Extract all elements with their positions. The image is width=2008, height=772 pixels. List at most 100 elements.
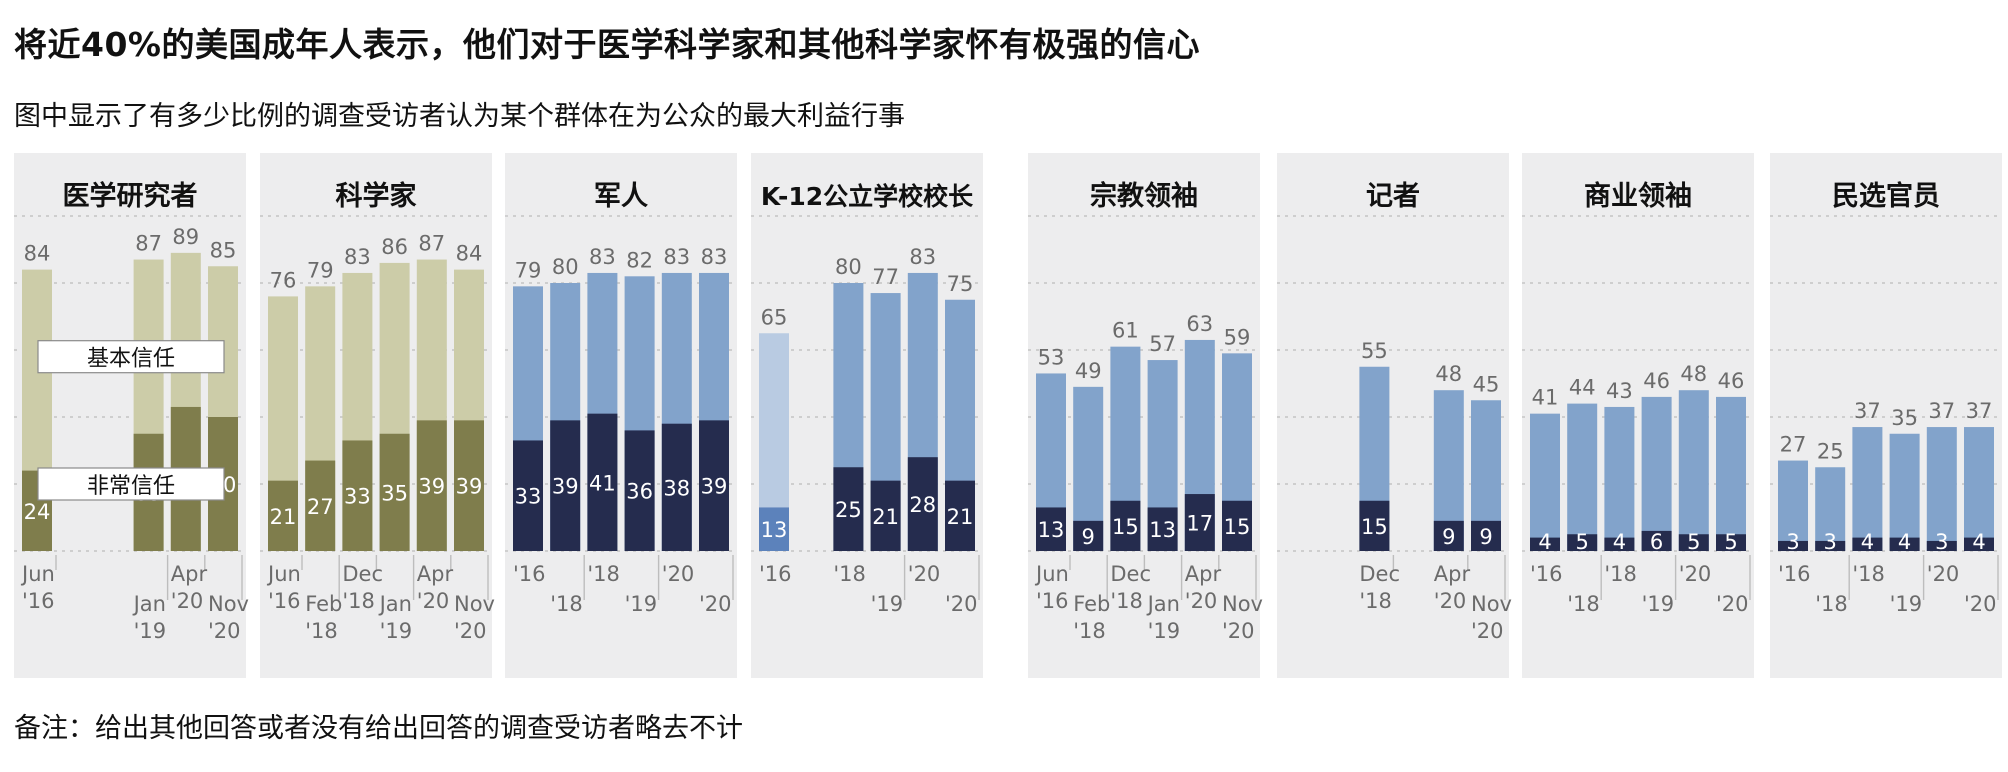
bar-total bbox=[1926, 427, 1957, 551]
bar-strong-trust bbox=[1926, 540, 1957, 551]
data-label-strong: 39 bbox=[418, 475, 445, 499]
x-tick-label: Jan bbox=[1146, 592, 1180, 616]
bar-strong-trust bbox=[1110, 500, 1141, 551]
bar-strong-trust bbox=[268, 480, 298, 551]
bar-total bbox=[1604, 406, 1635, 551]
data-label-total: 63 bbox=[1186, 312, 1213, 336]
data-label-total: 44 bbox=[1569, 376, 1596, 400]
chart-note: 备注：给出其他回答或者没有给出回答的调查受访者略去不计 bbox=[14, 713, 743, 744]
x-tick-label: Jan bbox=[132, 592, 166, 616]
data-label-total: 37 bbox=[1928, 399, 1955, 423]
x-tick-label: '20 bbox=[1716, 592, 1749, 616]
x-tick-label: '20 bbox=[208, 619, 241, 643]
data-label-strong: 38 bbox=[663, 476, 690, 500]
bar-strong-trust bbox=[1604, 537, 1635, 551]
panel-title: 军人 bbox=[594, 181, 648, 212]
x-tick-label: '18 bbox=[1073, 619, 1106, 643]
x-tick-label: Nov bbox=[1222, 592, 1263, 616]
bar-strong-trust bbox=[1073, 520, 1104, 551]
x-tick-label: Jun bbox=[266, 562, 301, 586]
x-tick-label: '20 bbox=[171, 589, 204, 613]
bar-strong-trust bbox=[1678, 534, 1709, 551]
bar-strong-trust bbox=[1889, 537, 1920, 551]
data-label-strong: 39 bbox=[701, 475, 728, 499]
legend-box bbox=[37, 467, 225, 501]
bar-strong-trust bbox=[379, 433, 410, 551]
x-tick-label: '20 bbox=[1434, 589, 1467, 613]
data-label-strong: 35 bbox=[381, 481, 408, 505]
data-label-strong: 21 bbox=[947, 505, 974, 529]
data-label-total: 27 bbox=[1780, 433, 1807, 457]
x-tick-label: Nov bbox=[1471, 592, 1512, 616]
data-label-strong: 27 bbox=[307, 495, 334, 519]
bar-strong-trust bbox=[1359, 500, 1390, 551]
x-tick-label: '19 bbox=[1890, 592, 1923, 616]
x-tick-label: Nov bbox=[454, 592, 495, 616]
data-label-strong: 3 bbox=[1935, 530, 1948, 554]
panel-title: 商业领袖 bbox=[1584, 181, 1692, 212]
data-label-strong: 17 bbox=[1186, 512, 1213, 536]
panel-background bbox=[1522, 153, 1754, 678]
panel-background bbox=[14, 153, 246, 678]
bar-total bbox=[1716, 396, 1746, 551]
bar-strong-trust bbox=[305, 460, 336, 551]
x-tick-label: '18 bbox=[1110, 589, 1143, 613]
x-tick-label: '20 bbox=[1964, 592, 1997, 616]
data-label-total: 46 bbox=[1643, 369, 1670, 393]
data-label-strong: 15 bbox=[1224, 515, 1251, 539]
data-label-strong: 3 bbox=[1824, 530, 1837, 554]
data-label-strong: 5 bbox=[1724, 530, 1737, 554]
x-tick-label: '16 bbox=[513, 562, 546, 586]
x-tick-label: '18 bbox=[1815, 592, 1848, 616]
bar-strong-trust bbox=[699, 420, 729, 551]
x-tick-label: '18 bbox=[833, 562, 866, 586]
panel-title: 记者 bbox=[1366, 181, 1420, 212]
data-label-strong: 15 bbox=[1112, 515, 1139, 539]
data-label-total: 80 bbox=[835, 255, 862, 279]
x-tick-label: '20 bbox=[454, 619, 487, 643]
data-label-strong: 4 bbox=[1613, 530, 1626, 554]
legend-label-basic-trust: 基本信任 bbox=[87, 347, 175, 372]
data-label-strong: 4 bbox=[1538, 530, 1551, 554]
panel-title: 科学家 bbox=[336, 180, 417, 212]
data-label-total: 61 bbox=[1112, 319, 1139, 343]
x-tick-label: '19 bbox=[625, 592, 658, 616]
data-label-total: 25 bbox=[1817, 439, 1844, 463]
data-label-total: 79 bbox=[307, 258, 334, 282]
data-label-total: 84 bbox=[24, 242, 51, 266]
bar-strong-trust bbox=[416, 420, 447, 551]
data-label-strong: 4 bbox=[1861, 530, 1874, 554]
x-tick-label: '18 bbox=[1359, 589, 1392, 613]
data-label-strong: 33 bbox=[515, 485, 542, 509]
bar-total bbox=[1678, 390, 1709, 551]
bar-strong-trust bbox=[1433, 520, 1464, 551]
data-label-strong: 13 bbox=[1038, 518, 1065, 542]
bar-strong-trust bbox=[1530, 537, 1560, 551]
data-label-total: 41 bbox=[1532, 386, 1559, 410]
bar-strong-trust bbox=[661, 423, 692, 551]
data-label-strong: 21 bbox=[270, 505, 297, 529]
bar-strong-trust bbox=[587, 413, 618, 551]
x-tick-label: Nov bbox=[208, 592, 249, 616]
data-label-strong: 5 bbox=[1576, 530, 1589, 554]
x-tick-label: '16 bbox=[22, 589, 55, 613]
x-tick-label: Feb bbox=[305, 592, 342, 616]
bar-strong-trust bbox=[870, 480, 901, 551]
panel-background bbox=[751, 153, 983, 678]
x-tick-label: '19 bbox=[871, 592, 904, 616]
x-tick-label: '18 bbox=[305, 619, 338, 643]
data-label-total: 75 bbox=[947, 272, 974, 296]
bar-strong-trust bbox=[1036, 507, 1066, 551]
bar-total bbox=[1778, 460, 1808, 551]
data-label-total: 83 bbox=[589, 245, 616, 269]
bar-strong-trust bbox=[1184, 494, 1215, 551]
x-tick-label: Dec bbox=[1110, 562, 1151, 586]
x-tick-label: '20 bbox=[908, 562, 941, 586]
data-label-total: 37 bbox=[1966, 399, 1993, 423]
data-label-strong: 36 bbox=[626, 480, 653, 504]
data-label-strong: 9 bbox=[1479, 525, 1492, 549]
bar-strong-trust bbox=[1815, 540, 1846, 551]
